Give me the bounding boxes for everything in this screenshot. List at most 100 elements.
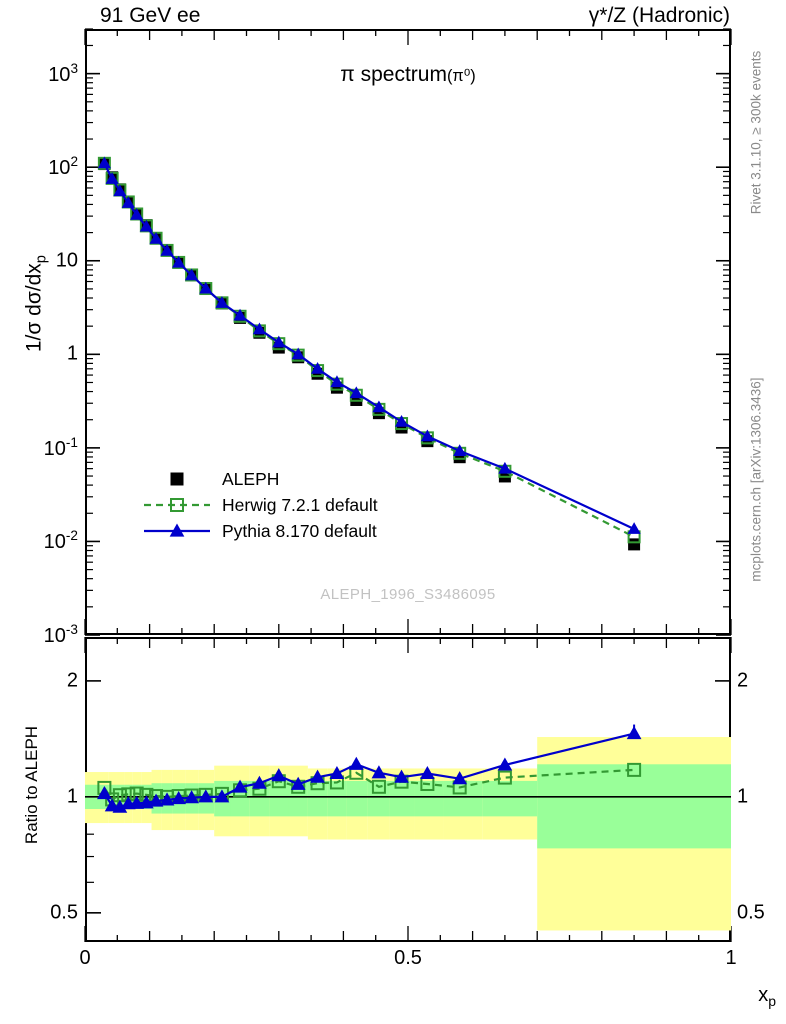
- pythia-ratio-marker: [452, 771, 468, 785]
- pythia-ratio-marker: [198, 789, 214, 803]
- legend-marker: [140, 518, 214, 544]
- legend-label: ALEPH: [222, 469, 280, 489]
- pythia-ratio-marker: [252, 775, 267, 789]
- analysis-watermark: ALEPH_1996_S3486095: [320, 586, 496, 603]
- pythia-main-marker: [139, 219, 153, 232]
- herwig-ratio-marker: [627, 762, 642, 777]
- legend-key-marker: [170, 472, 184, 486]
- y-tick-label-main: 10-1: [43, 435, 78, 460]
- pythia-main-marker: [310, 362, 325, 374]
- pythia-ratio-marker: [97, 786, 112, 800]
- pythia-ratio-marker: [171, 791, 187, 805]
- legend-label: Herwig 7.2.1 default: [222, 495, 378, 515]
- uncertainty-band-inner: [327, 780, 347, 817]
- legend-marker: [140, 492, 214, 518]
- pythia-main-marker: [184, 268, 199, 281]
- y-tick-label-ratio: 0.5: [50, 901, 78, 924]
- pythia-main-marker: [372, 400, 386, 413]
- pythia-main-marker: [215, 296, 229, 308]
- uncertainty-band-inner: [537, 764, 731, 849]
- pythia-ratio-marker: [214, 789, 230, 803]
- pythia-ratio-marker: [329, 765, 345, 780]
- header-energy-label: 91 GeV ee: [100, 4, 201, 27]
- pythia-main-marker: [420, 429, 434, 442]
- y-tick-label-ratio-right: 1: [737, 785, 749, 808]
- pythia-ratio-marker: [271, 768, 287, 782]
- pythia-ratio-marker: [310, 769, 325, 783]
- y-tick-labels-ratio: 2 1 0.5: [0, 0, 78, 923]
- pythia-ratio-marker: [129, 795, 145, 809]
- pythia-ratio-marker: [497, 757, 513, 771]
- y-tick-label-main: 10: [55, 249, 78, 272]
- pythia-ratio-marker: [232, 779, 248, 793]
- legend-label: Pythia 8.170 default: [222, 521, 377, 541]
- y-axis-title-ratio: Ratio to ALEPH: [22, 725, 41, 845]
- ratio-plot-canvas: [84, 637, 732, 942]
- pythia-main-marker: [453, 444, 467, 457]
- plot-title-text: π spectrum: [340, 63, 447, 86]
- main-plot-frame: [85, 29, 731, 635]
- legend-key-marker: [169, 523, 185, 537]
- pythia-main-marker: [394, 415, 409, 427]
- y-tick-label-ratio-right: 2: [737, 669, 749, 692]
- y-tick-label-main: 10-2: [43, 528, 78, 554]
- y-tick-labels-ratio-right: 2 1 0.5: [737, 0, 786, 923]
- pythia-ratio-marker: [148, 793, 164, 807]
- pythia-main-marker: [291, 347, 305, 360]
- pythia-main-marker: [627, 522, 641, 534]
- herwig-ratio-marker: [497, 770, 512, 785]
- pythia-ratio-marker: [371, 765, 387, 779]
- pythia-main-marker: [97, 156, 111, 169]
- pythia-main-marker: [113, 184, 127, 197]
- pythia-main-marker: [172, 255, 186, 268]
- legend-key-marker: [170, 498, 184, 512]
- pythia-ratio-marker: [159, 792, 175, 806]
- y-tick-label-main: 102: [48, 154, 78, 180]
- y-tick-label-main: 103: [48, 60, 78, 86]
- pythia-main-marker: [149, 231, 163, 244]
- pythia-main-marker: [330, 375, 344, 388]
- y-tick-label-ratio: 1: [66, 785, 78, 808]
- pythia-ratio-marker: [139, 795, 154, 809]
- main-plot-canvas: [84, 28, 732, 636]
- pythia-main-marker: [160, 243, 174, 256]
- pythia-ratio-marker: [420, 765, 435, 780]
- x-tick-label: 0.5: [394, 947, 422, 969]
- pythia-ratio-marker: [394, 769, 409, 783]
- pythia-main-marker: [233, 308, 247, 321]
- y-tick-labels-main: 103 102 10 1 10-1 10-2 10-3: [0, 0, 78, 647]
- pythia-main-marker: [130, 208, 144, 220]
- aleph-main-marker: [628, 538, 641, 551]
- legend-marker: [140, 466, 214, 492]
- x-axis-title-text: x: [758, 984, 769, 1006]
- uncertainty-band-inner: [482, 780, 538, 817]
- pythia-ratio-marker: [290, 776, 306, 790]
- x-tick-label: 1: [725, 947, 737, 969]
- header-process-label: γ*/Z (Hadronic): [588, 4, 730, 27]
- pythia-ratio-marker: [348, 756, 364, 770]
- pythia-main-marker: [349, 386, 363, 399]
- uncertainty-band-inner: [414, 780, 444, 817]
- uncertainty-band-inner: [346, 780, 368, 817]
- uncertainty-band-inner: [389, 780, 415, 817]
- x-tick-label: 0: [79, 947, 91, 969]
- pythia-main-marker: [121, 196, 135, 208]
- pythia-main-marker: [252, 322, 267, 335]
- uncertainty-band-inner: [269, 780, 289, 817]
- mcplots-reference-label: mcplots.cern.ch [arXiv:1306.3436]: [748, 377, 764, 582]
- pythia-main-marker: [199, 281, 213, 294]
- plot-title: π spectrum(π⁰): [85, 63, 731, 87]
- pythia-main-marker: [105, 172, 119, 184]
- x-axis-title-sub: p: [768, 993, 776, 1009]
- y-tick-label-ratio-right: 0.5: [737, 901, 765, 924]
- x-axis-title: xp: [758, 984, 776, 1009]
- pythia-ratio-marker: [184, 790, 199, 804]
- plot-title-sub: (π⁰): [446, 67, 476, 85]
- y-tick-label-main: 10-3: [43, 622, 78, 647]
- y-tick-label-main: 1: [66, 342, 78, 365]
- herwig-ratio-marker: [371, 779, 386, 794]
- pythia-main-marker: [498, 461, 512, 474]
- pythia-main-marker: [272, 335, 286, 348]
- y-tick-label-ratio: 2: [66, 669, 78, 692]
